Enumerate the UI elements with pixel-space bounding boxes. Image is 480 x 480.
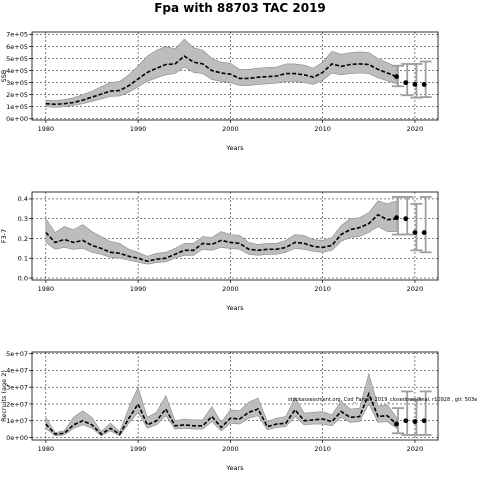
x-tick-label: 2010 <box>314 125 331 133</box>
confidence-band <box>45 38 397 108</box>
confidence-band <box>45 372 397 437</box>
x-axis-label: Years <box>225 304 244 312</box>
y-axis-label: SSB <box>0 70 8 83</box>
plot-frame <box>31 31 439 121</box>
forecast-point <box>403 418 409 424</box>
forecast-interval <box>410 63 423 99</box>
forecast-point <box>412 230 418 235</box>
x-tick-label: 2020 <box>407 445 424 453</box>
forecast-interval <box>401 63 414 97</box>
y-tick-label: 0.0 <box>18 274 28 282</box>
x-axis-label: Years <box>225 464 244 472</box>
forecast-interval <box>391 64 404 88</box>
chart-panels: 1980 1990 2000 2010 2020 0e+00 1e+05 2e+05 3e+05… <box>0 31 439 472</box>
forecast-interval <box>419 60 432 98</box>
x-tick-label: 2000 <box>222 445 239 453</box>
chart-panel: 1980 1990 2000 2010 2020 0.0 0.1 0.2 0.3 0.4 Years… <box>0 191 439 312</box>
forecast-interval <box>419 390 432 436</box>
x-tick-label: 1980 <box>38 125 55 133</box>
plot-frame <box>31 191 439 281</box>
forecast-interval <box>391 407 404 435</box>
forecast-interval <box>419 196 432 254</box>
y-tick-label: 3e+07 <box>6 384 28 392</box>
x-tick-label: 2020 <box>407 285 424 293</box>
forecast-point <box>421 230 427 235</box>
forecast-point <box>412 419 418 424</box>
estimate-line <box>45 55 397 106</box>
y-tick-label: 3e+05 <box>6 79 28 87</box>
y-tick-label: 0e+00 <box>6 115 28 123</box>
forecast-point <box>403 216 409 222</box>
x-tick-label: 1990 <box>130 445 147 453</box>
forecast-interval <box>410 398 423 436</box>
x-tick-label: 2000 <box>222 125 239 133</box>
y-tick-label: 2e+05 <box>6 91 28 99</box>
x-axis-label: Years <box>225 144 244 152</box>
y-tick-label: 0.3 <box>18 215 28 223</box>
plot-frame <box>31 351 439 441</box>
y-tick-label: 0e+00 <box>6 434 28 442</box>
x-tick-label: 1980 <box>38 445 55 453</box>
y-tick-label: 6e+05 <box>6 43 28 51</box>
y-tick-label: 1e+05 <box>6 103 28 111</box>
x-tick-label: 1990 <box>130 285 147 293</box>
forecast-point <box>421 82 427 87</box>
y-tick-label: 1e+07 <box>6 417 28 425</box>
forecast-point <box>403 80 409 86</box>
estimate-line <box>45 213 397 263</box>
y-axis-label: Recruits (age 2) <box>0 370 8 422</box>
x-tick-label: 2020 <box>407 125 424 133</box>
forecast-interval <box>410 202 423 252</box>
y-tick-label: 0.4 <box>18 195 28 203</box>
x-tick-label: 1990 <box>130 125 147 133</box>
y-tick-label: 0.1 <box>18 255 28 263</box>
figure-title: Fpa with 88703 TAC 2019 <box>154 1 326 15</box>
chart-panel: 1980 1990 2000 2010 2020 0e+00 1e+05 2e+05 3e+05… <box>0 31 439 152</box>
y-tick-label: 0.2 <box>18 235 28 243</box>
y-tick-label: 5e+05 <box>6 55 28 63</box>
y-tick-label: 4e+07 <box>6 367 28 375</box>
x-tick-label: 2010 <box>314 285 331 293</box>
confidence-band <box>45 200 397 265</box>
forecast-point <box>394 74 399 80</box>
forecast-point <box>394 215 399 221</box>
chart-panel: 1980 1990 2000 2010 2020 0e+00 1e+07 2e+07 3e+07… <box>0 350 439 472</box>
estimate-line <box>45 391 398 436</box>
forecast-point <box>394 421 399 427</box>
x-tick-label: 2010 <box>314 445 331 453</box>
x-tick-label: 2000 <box>222 285 239 293</box>
footnote: stockassessment.org, Cod_Faroes_2019_clo… <box>288 397 477 403</box>
y-tick-label: 4e+05 <box>6 67 28 75</box>
y-tick-label: 2e+07 <box>6 400 28 408</box>
y-tick-label: 5e+07 <box>6 350 28 358</box>
x-tick-label: 1980 <box>38 285 55 293</box>
y-tick-label: 7e+05 <box>6 31 28 39</box>
forecast-point <box>421 418 427 424</box>
y-axis-label: F3-7 <box>0 229 8 243</box>
forecast-point <box>412 82 418 87</box>
forecast-interval <box>401 196 414 236</box>
